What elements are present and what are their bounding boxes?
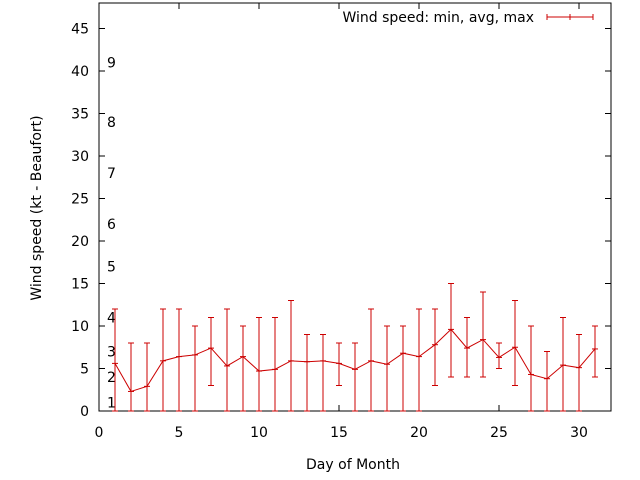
error-bars — [112, 283, 598, 412]
x-axis-label: Day of Month — [306, 457, 400, 473]
x-tick-label: 15 — [330, 425, 348, 441]
x-tick-label: 25 — [490, 425, 508, 441]
y-tick-label: 45 — [71, 22, 89, 38]
average-line-series — [112, 326, 598, 395]
y-tick-label: 10 — [71, 319, 89, 335]
x-axis-ticks: 0 5 10 15 20 25 30 — [95, 3, 588, 441]
x-tick-label: 20 — [410, 425, 428, 441]
x-tick-label: 30 — [570, 425, 588, 441]
beaufort-label: 2 — [107, 370, 116, 386]
y-tick-label: 20 — [71, 234, 89, 250]
beaufort-scale-labels: 1 2 3 4 5 6 7 8 9 — [107, 56, 116, 412]
beaufort-label: 5 — [107, 260, 116, 276]
beaufort-label: 6 — [107, 217, 116, 233]
x-tick-label: 5 — [175, 425, 184, 441]
y-tick-label: 15 — [71, 277, 89, 293]
y-axis-label: Wind speed (kt - Beaufort) — [29, 115, 45, 300]
y-tick-label: 40 — [71, 64, 89, 80]
beaufort-label: 9 — [107, 56, 116, 72]
x-tick-label: 10 — [250, 425, 268, 441]
beaufort-label: 8 — [107, 115, 116, 131]
y-tick-label: 25 — [71, 192, 89, 208]
y-tick-label: 5 — [80, 362, 89, 378]
y-tick-label: 0 — [80, 404, 89, 420]
y-tick-label: 30 — [71, 149, 89, 165]
legend: Wind speed: min, avg, max — [342, 10, 594, 26]
x-tick-label: 0 — [95, 425, 104, 441]
beaufort-label: 7 — [107, 166, 116, 182]
beaufort-label: 4 — [107, 311, 116, 327]
legend-label: Wind speed: min, avg, max — [342, 10, 534, 26]
beaufort-label: 1 — [107, 396, 116, 412]
y-tick-label: 35 — [71, 107, 89, 123]
beaufort-label: 3 — [107, 345, 116, 361]
